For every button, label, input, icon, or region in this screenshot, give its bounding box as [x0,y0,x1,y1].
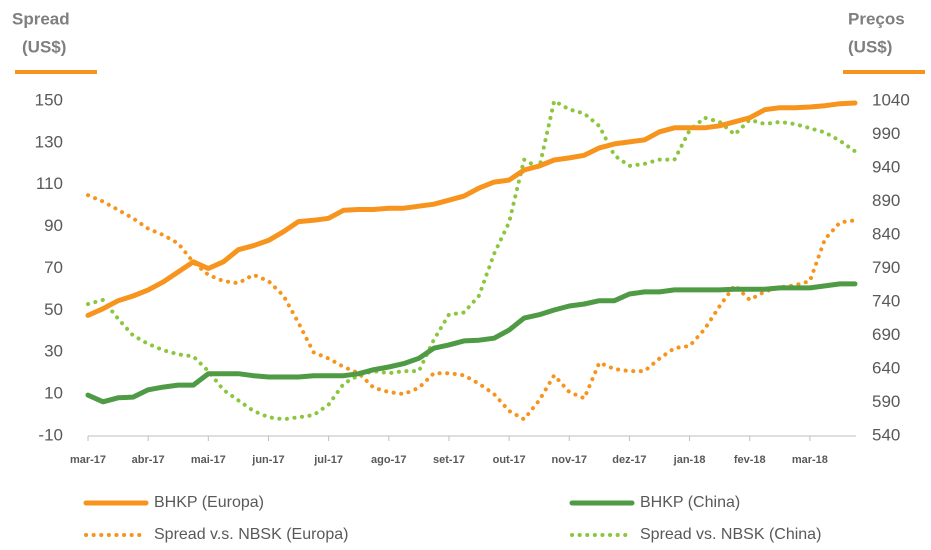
series-line [85,281,858,405]
y2-tick-label: 590 [872,392,900,411]
series-line [86,193,857,422]
y2-tick-label: 990 [872,124,900,143]
y-tick-label: 10 [44,384,63,403]
y2-tick-label: 740 [872,291,900,310]
label-underline [843,70,925,74]
x-tick-label: nov-17 [552,454,587,466]
x-tick-label: mar-17 [70,454,106,466]
y-tick-label: -10 [38,425,63,444]
y-tick-label: 70 [44,258,63,277]
legend-label: BHKP (Europa) [154,494,264,511]
y-tick-label: 90 [44,216,63,235]
y2-tick-label: 690 [872,325,900,344]
x-tick-label: abr-17 [132,454,165,466]
y2-tick-label: 640 [872,358,900,377]
y-label: (US$) [22,37,66,56]
y2-tick-label: 890 [872,191,900,210]
legend-label: BHKP (China) [640,494,740,511]
label-underline [15,70,97,74]
y2-label: (US$) [848,37,892,56]
y-tick-label: 50 [44,300,63,319]
x-tick-label: set-17 [433,454,465,466]
y-tick-label: 150 [35,90,63,109]
x-tick-label: fev-18 [734,454,766,466]
x-tick-label: jan-18 [673,454,706,466]
series-line [86,99,857,422]
y2-tick-label: 540 [872,425,900,444]
y2-tick-label: 940 [872,157,900,176]
series-line [85,100,858,318]
x-tick-label: ago-17 [371,454,406,466]
x-tick-label: mar-18 [792,454,828,466]
y2-tick-label: 1040 [872,90,910,109]
y2-tick-label: 840 [872,224,900,243]
x-tick-label: dez-17 [612,454,646,466]
x-tick-label: jun-17 [251,454,284,466]
y2-tick-label: 790 [872,258,900,277]
x-tick-label: jul-17 [313,454,343,466]
y-tick-label: 30 [44,342,63,361]
y-tick-label: 130 [35,132,63,151]
legend-label: Spread v.s. NBSK (Europa) [154,526,348,543]
y2-label: Preços [848,9,905,28]
y-tick-label: 110 [36,174,63,193]
x-tick-label: mai-17 [191,454,226,466]
legend-label: Spread vs. NBSK (China) [640,526,821,543]
y-label: Spread [12,9,70,28]
x-tick-label: out-17 [493,454,526,466]
